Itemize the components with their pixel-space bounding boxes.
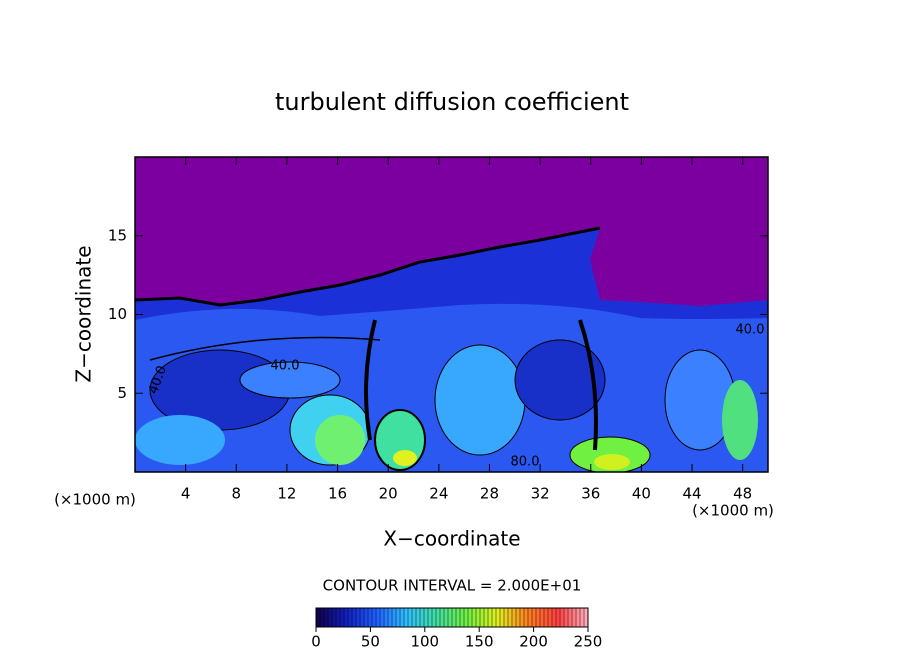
y-tick-label: 15 [108,226,127,244]
x-tick-label: 40 [632,485,651,503]
x-tick-label: 28 [480,485,499,503]
y-tick-label: 5 [117,384,127,402]
x-tick-label: 48 [733,485,752,503]
x-tick-label: 32 [531,485,550,503]
contour-label: 40.0 [271,359,300,374]
colorbar-tick-label: 0 [311,633,321,651]
y-tick-label: 10 [108,305,127,323]
contour-label: 80.0 [511,455,540,470]
colorbar-title: CONTOUR INTERVAL = 2.000E+01 [323,577,582,595]
x-tick-label: 12 [277,485,296,503]
x-tick-label: 36 [581,485,600,503]
x-tick-label: 20 [379,485,398,503]
colorbar-tick-label: 150 [465,633,494,651]
colorbar-tick-label: 250 [574,633,603,651]
colorbar [315,607,589,628]
y-axis-label: Z−coordinate [72,245,96,382]
x-axis-label: X−coordinate [383,527,520,551]
colorbar-tick-label: 50 [361,633,380,651]
contour-field [135,157,768,472]
chart-title: turbulent diffusion coefficient [275,88,629,116]
colorbar-tick-label: 200 [519,633,548,651]
x-tick-label: 8 [232,485,242,503]
colorbar-tick-label: 100 [410,633,439,651]
x-tick-label: 4 [181,485,191,503]
x-tick-label: 16 [328,485,347,503]
x-unit-label: (×1000 m) [692,502,774,520]
x-tick-label: 44 [682,485,701,503]
contour-label: 40.0 [736,323,765,338]
y-unit-label: (×1000 m) [54,491,136,509]
x-tick-label: 24 [429,485,448,503]
